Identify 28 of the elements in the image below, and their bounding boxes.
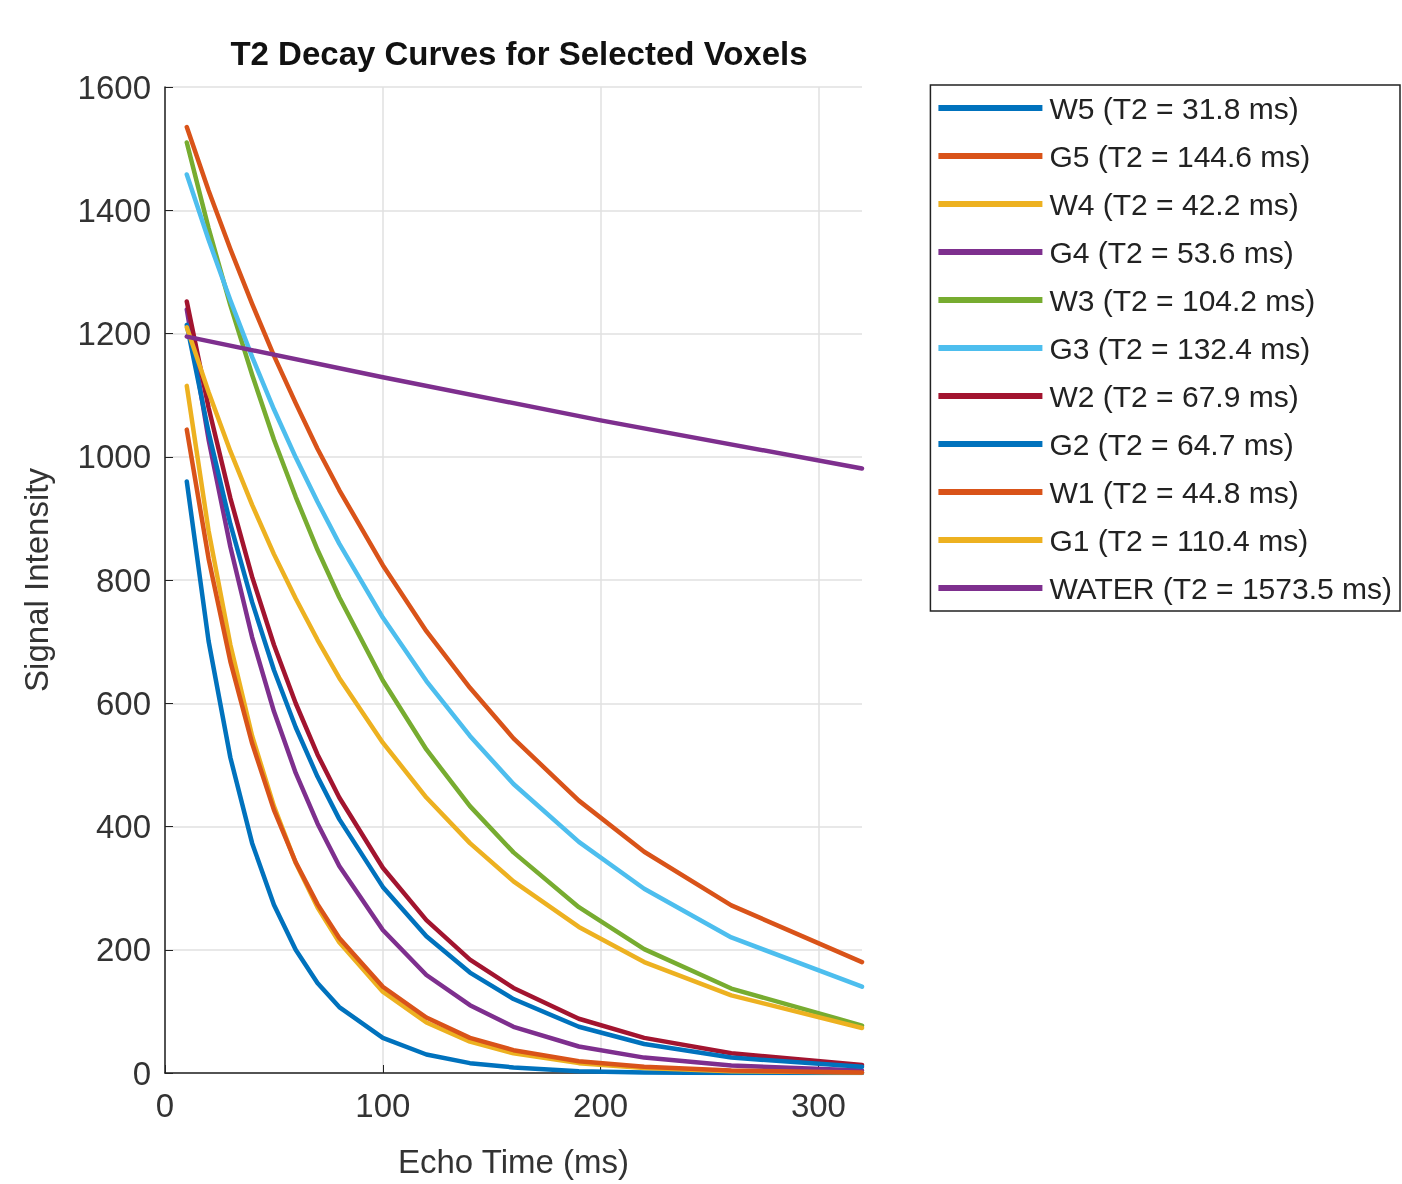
legend-label: W2 (T2 = 67.9 ms): [1049, 379, 1299, 413]
y-tick-label: 200: [95, 931, 151, 969]
x-tick-label: 0: [155, 1087, 175, 1124]
y-tick-label: 400: [95, 808, 151, 845]
line-series: [184, 334, 865, 471]
y-tick-label: 600: [95, 684, 151, 722]
legend-label: WATER (T2 = 1573.5 ms): [1049, 571, 1393, 605]
legend-label: G4 (T2 = 53.6 ms): [1049, 235, 1294, 269]
y-tick-label: 1400: [77, 191, 151, 229]
chart-title: T2 Decay Curves for Selected Voxels: [230, 35, 808, 72]
y-tick-label: 1600: [77, 68, 151, 106]
x-tick-label: 100: [355, 1087, 411, 1124]
legend-label: G3 (T2 = 132.4 ms): [1049, 331, 1311, 365]
legend-label: W4 (T2 = 42.2 ms): [1049, 187, 1299, 221]
x-tick-label: 300: [790, 1087, 846, 1124]
legend-label: G5 (T2 = 144.6 ms): [1049, 139, 1311, 173]
y-tick-label: 1200: [77, 315, 151, 352]
legend-label: W5 (T2 = 31.8 ms): [1049, 91, 1299, 125]
y-tick-label: 1000: [77, 438, 151, 476]
x-tick-label: 200: [573, 1087, 629, 1124]
y-axis-title: Signal Intensity: [18, 467, 55, 692]
legend-label: W3 (T2 = 104.2 ms): [1049, 283, 1316, 317]
y-tick-label: 0: [132, 1054, 151, 1092]
legend-label: G1 (T2 = 110.4 ms): [1049, 523, 1309, 557]
x-axis-title: Echo Time (ms): [397, 1143, 630, 1180]
y-tick-label: 800: [95, 561, 151, 599]
legend-label: W1 (T2 = 44.8 ms): [1049, 475, 1299, 509]
legend-label: G2 (T2 = 64.7 ms): [1049, 427, 1294, 461]
